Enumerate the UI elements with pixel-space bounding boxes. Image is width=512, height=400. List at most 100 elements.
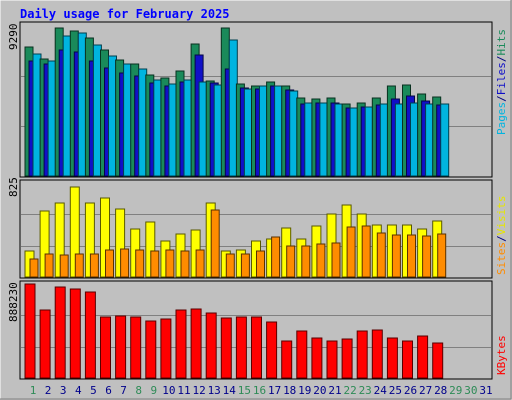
sites-bar [316,243,326,278]
day-label: 10 [162,384,175,397]
day-label: 15 [238,384,251,397]
day-label: 7 [120,384,127,397]
sites-bar [59,254,69,278]
sites-bar [256,250,265,278]
sites-bar [286,245,296,278]
kbytes-bar [341,338,353,379]
kbytes-bar [432,342,444,379]
sites-bar [150,250,160,278]
day-label: 25 [389,384,402,397]
sites-bar [331,242,341,278]
sites-bar [120,248,130,278]
kbytes-bar [190,308,202,379]
ymax-label-bottom: 888230 [7,282,20,322]
sites-bar [361,225,371,278]
kbytes-bar [24,283,36,379]
day-label: 5 [90,384,97,397]
sites-bar [407,234,416,278]
kbytes-bar [266,321,278,379]
day-label: 22 [343,384,356,397]
sites-bar [437,233,447,278]
day-label: 16 [253,384,266,397]
kbytes-bar [205,312,217,379]
day-label: 9 [150,384,157,397]
legend-middle: Sites/Visits [495,196,508,276]
sites-bar [210,209,220,278]
day-label: 18 [283,384,296,397]
day-label: 26 [404,384,417,397]
day-label: 21 [328,384,341,397]
kbytes-bar [115,315,127,379]
sites-bar [240,253,250,278]
sites-bar [89,253,99,278]
legend-pages: Pages [495,102,508,135]
legend-sites: Sites [495,242,508,275]
kbytes-bar [281,340,293,379]
kbytes-bar [402,340,413,379]
sites-bar [195,249,205,278]
kbytes-bar [251,316,262,379]
pages-bar [440,103,450,177]
kbytes-bar [100,316,111,379]
day-label: 12 [192,384,205,397]
sites-bar [301,245,311,278]
kbytes-bar [356,330,368,379]
day-label: 4 [75,384,82,397]
x-axis-day-labels: 1 2 3 4 5 6 7 8 9 10 11 12 13 14 15 16 17 18 19 20 21 22 23 24 2… [30,384,493,397]
kbytes-bar [326,340,338,379]
kbytes-bar [371,329,383,379]
kbytes-bar [417,335,429,379]
day-label: 31 [479,384,492,397]
kbytes-bar [69,288,81,379]
sites-bar [271,236,281,278]
day-label: 1 [30,384,37,397]
day-label: 24 [374,384,388,397]
kbytes-bar [311,337,323,379]
day-label: 30 [464,384,477,397]
kbytes-bar [84,291,96,379]
day-label: 29 [449,384,462,397]
sites-bar [346,226,356,278]
kbytes-bar [220,317,232,379]
legend-top: Pages/Files/Hits [495,29,508,135]
legend-sep: / [495,56,508,63]
day-label: 28 [434,384,447,397]
sites-bar [422,235,432,278]
kbytes-bar [175,309,187,379]
sites-bar [225,253,235,278]
day-label: 6 [105,384,112,397]
kbytes-bar [54,286,66,379]
day-label: 17 [268,384,281,397]
legend-visits: Visits [495,196,508,236]
sites-bar [105,249,114,278]
sites-bar [180,250,190,278]
ymax-label-top: 9290 [7,24,20,51]
legend-sep: / [495,235,508,242]
chart-title: Daily usage for February 2025 [20,7,230,21]
day-label: 8 [135,384,142,397]
kbytes-bar [296,330,308,379]
sites-bar [391,234,401,278]
day-label: 20 [313,384,326,397]
day-label: 27 [419,384,432,397]
ymax-label-middle: 825 [7,177,20,197]
sites-bar [29,258,39,278]
kbytes-bar [130,316,142,379]
kbytes-bar [145,320,157,379]
kbytes-bar [160,318,172,379]
legend-sep: / [495,95,508,102]
kbytes-bar [39,309,51,379]
kbytes-bar [386,337,398,379]
legend-files: Files [495,62,508,95]
day-label: 2 [45,384,52,397]
kbytes-bar [235,316,247,379]
day-label: 13 [208,384,221,397]
bar-marks [24,27,450,379]
legend-kbytes: KBytes [495,335,508,375]
day-label: 23 [359,384,372,397]
sites-bar [165,249,175,278]
sites-bar [135,249,145,278]
sites-bar [74,253,84,278]
day-label: 11 [177,384,190,397]
